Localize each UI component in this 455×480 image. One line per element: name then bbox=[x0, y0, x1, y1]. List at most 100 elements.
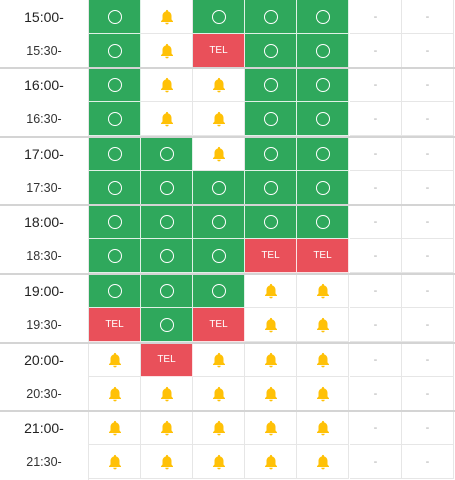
circle-icon bbox=[159, 214, 174, 229]
bell-icon bbox=[108, 420, 121, 435]
slot-available[interactable] bbox=[297, 68, 349, 102]
slot-available[interactable] bbox=[89, 68, 141, 102]
slot-available[interactable] bbox=[141, 308, 193, 342]
slot-waitlist[interactable] bbox=[297, 377, 349, 411]
slot-available[interactable] bbox=[89, 274, 141, 308]
slot-available[interactable] bbox=[245, 137, 297, 171]
slot-unavailable: - bbox=[402, 239, 454, 273]
slot-waitlist[interactable] bbox=[193, 102, 245, 136]
dash-label: - bbox=[425, 112, 430, 125]
slot-waitlist[interactable] bbox=[245, 343, 297, 377]
slot-waitlist[interactable] bbox=[141, 34, 193, 68]
slot-waitlist[interactable] bbox=[193, 343, 245, 377]
slot-unavailable: - bbox=[350, 171, 402, 205]
slot-available[interactable] bbox=[245, 205, 297, 239]
slot-waitlist[interactable] bbox=[245, 411, 297, 445]
slot-unavailable: - bbox=[350, 445, 402, 479]
time-slot-label: 15:30- bbox=[26, 44, 62, 58]
slot-available[interactable] bbox=[297, 102, 349, 136]
slot-waitlist[interactable] bbox=[297, 411, 349, 445]
slot-waitlist[interactable] bbox=[89, 445, 141, 479]
slot-waitlist[interactable] bbox=[297, 445, 349, 479]
slot-waitlist[interactable] bbox=[89, 343, 141, 377]
slot-available[interactable] bbox=[193, 239, 245, 273]
slot-waitlist[interactable] bbox=[297, 343, 349, 377]
slot-available[interactable] bbox=[193, 0, 245, 34]
slot-available[interactable] bbox=[193, 274, 245, 308]
time-slot-label: 19:00- bbox=[24, 283, 64, 299]
slot-available[interactable] bbox=[141, 274, 193, 308]
slot-waitlist[interactable] bbox=[141, 68, 193, 102]
slot-available[interactable] bbox=[245, 34, 297, 68]
slot-available[interactable] bbox=[245, 0, 297, 34]
circle-icon bbox=[107, 214, 122, 229]
slot-waitlist[interactable] bbox=[297, 274, 349, 308]
slot-available[interactable] bbox=[89, 205, 141, 239]
slot-available[interactable] bbox=[141, 205, 193, 239]
slot-waitlist[interactable] bbox=[245, 377, 297, 411]
slot-available[interactable] bbox=[245, 171, 297, 205]
slot-available[interactable] bbox=[89, 102, 141, 136]
circle-icon bbox=[263, 214, 278, 229]
dash-label: - bbox=[425, 421, 430, 434]
slot-waitlist[interactable] bbox=[141, 0, 193, 34]
slot-available[interactable] bbox=[297, 171, 349, 205]
slot-available[interactable] bbox=[141, 239, 193, 273]
slot-tel[interactable]: TEL bbox=[89, 308, 141, 342]
slot-waitlist[interactable] bbox=[89, 411, 141, 445]
slot-tel[interactable]: TEL bbox=[245, 239, 297, 273]
slot-available[interactable] bbox=[89, 239, 141, 273]
slot-available[interactable] bbox=[245, 102, 297, 136]
slot-available[interactable] bbox=[193, 205, 245, 239]
slot-tel[interactable]: TEL bbox=[193, 34, 245, 68]
timetable-row: 16:30- - - bbox=[0, 102, 455, 136]
circle-icon bbox=[315, 214, 330, 229]
slot-waitlist[interactable] bbox=[141, 377, 193, 411]
slot-tel[interactable]: TEL bbox=[193, 308, 245, 342]
slot-waitlist[interactable] bbox=[141, 445, 193, 479]
slot-available[interactable] bbox=[297, 34, 349, 68]
slot-unavailable: - bbox=[402, 34, 454, 68]
time-slot-label: 21:00- bbox=[24, 420, 64, 436]
slot-available[interactable] bbox=[89, 137, 141, 171]
slot-available[interactable] bbox=[297, 205, 349, 239]
slot-waitlist[interactable] bbox=[245, 274, 297, 308]
slot-available[interactable] bbox=[141, 171, 193, 205]
slot-unavailable: - bbox=[402, 445, 454, 479]
slot-tel[interactable]: TEL bbox=[297, 239, 349, 273]
slot-waitlist[interactable] bbox=[193, 68, 245, 102]
slot-waitlist[interactable] bbox=[193, 137, 245, 171]
circle-icon bbox=[211, 9, 226, 24]
dash-label: - bbox=[373, 10, 378, 23]
dash-label: - bbox=[373, 78, 378, 91]
slot-available[interactable] bbox=[89, 34, 141, 68]
slot-available[interactable] bbox=[297, 0, 349, 34]
slot-waitlist[interactable] bbox=[89, 377, 141, 411]
slot-available[interactable] bbox=[245, 68, 297, 102]
bell-icon bbox=[212, 111, 225, 126]
slot-available[interactable] bbox=[141, 137, 193, 171]
slot-waitlist[interactable] bbox=[193, 445, 245, 479]
slot-waitlist[interactable] bbox=[141, 102, 193, 136]
slot-waitlist[interactable] bbox=[141, 411, 193, 445]
dash-label: - bbox=[373, 455, 378, 468]
slot-available[interactable] bbox=[297, 137, 349, 171]
slot-waitlist[interactable] bbox=[193, 377, 245, 411]
dash-label: - bbox=[373, 387, 378, 400]
slot-waitlist[interactable] bbox=[193, 411, 245, 445]
slot-waitlist[interactable] bbox=[297, 308, 349, 342]
dash-label: - bbox=[425, 44, 430, 57]
slot-waitlist[interactable] bbox=[245, 445, 297, 479]
circle-icon bbox=[211, 248, 226, 263]
slot-available[interactable] bbox=[89, 171, 141, 205]
hour-divider bbox=[0, 273, 455, 275]
slot-available[interactable] bbox=[193, 171, 245, 205]
slot-tel[interactable]: TEL bbox=[141, 343, 193, 377]
slot-available[interactable] bbox=[89, 0, 141, 34]
bell-icon bbox=[264, 317, 277, 332]
slot-unavailable: - bbox=[350, 205, 402, 239]
circle-icon bbox=[159, 317, 174, 332]
dash-label: - bbox=[373, 44, 378, 57]
slot-waitlist[interactable] bbox=[245, 308, 297, 342]
